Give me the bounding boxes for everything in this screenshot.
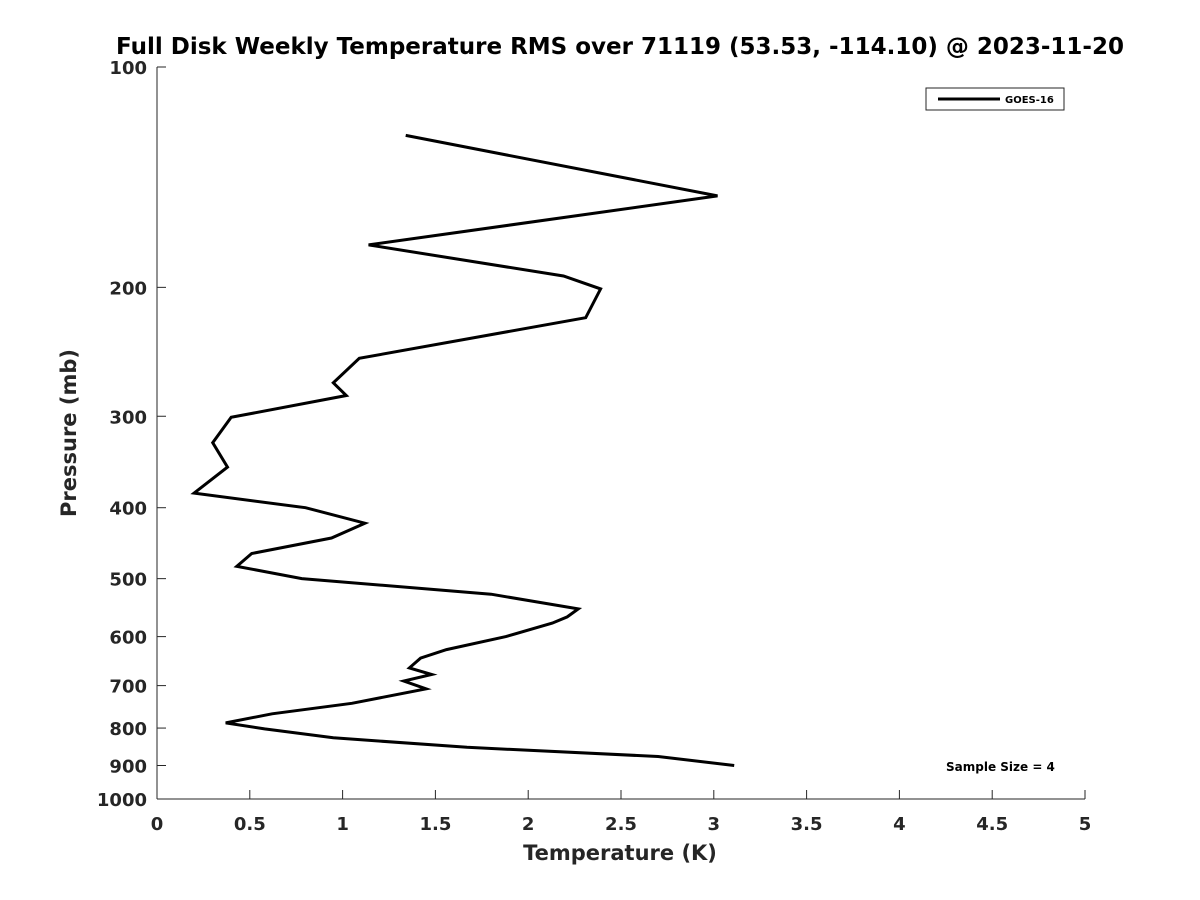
x-tick-label: 3 (708, 814, 721, 835)
series-group (190, 133, 735, 767)
x-tick-label: 0 (151, 814, 164, 835)
series-line-goes-16 (190, 133, 735, 767)
y-tick-label: 100 (109, 58, 147, 79)
legend-label-goes-16: GOES-16 (1005, 95, 1054, 106)
y-axis-ticks: 100 200 300 400 500 600 700 800 900 1000 (97, 58, 166, 811)
y-tick-label: 900 (109, 757, 147, 778)
x-tick-label: 1 (336, 814, 349, 835)
y-tick-label: 200 (109, 278, 147, 299)
x-tick-label: 5 (1079, 814, 1092, 835)
x-axis-ticks: 0 0.5 1 1.5 2 2.5 3 3.5 4 4.5 5 (151, 790, 1092, 835)
y-axis-label: Pressure (mb) (57, 349, 81, 517)
x-tick-label: 4 (893, 814, 906, 835)
x-tick-label: 1.5 (419, 814, 451, 835)
y-tick-label: 300 (109, 407, 147, 428)
x-tick-label: 0.5 (234, 814, 266, 835)
legend: GOES-16 (925, 87, 1065, 111)
sample-size-annotation: Sample Size = 4 (946, 760, 1055, 774)
y-tick-label: 800 (109, 719, 147, 740)
y-tick-label: 700 (109, 677, 147, 698)
chart-title: Full Disk Weekly Temperature RMS over 71… (116, 34, 1124, 60)
x-tick-label: 2 (522, 814, 535, 835)
x-tick-label: 4.5 (976, 814, 1008, 835)
y-tick-label: 400 (109, 499, 147, 520)
y-tick-label: 600 (109, 628, 147, 649)
y-tick-label: 500 (109, 570, 147, 591)
x-tick-label: 3.5 (791, 814, 823, 835)
x-tick-label: 2.5 (605, 814, 637, 835)
y-tick-label: 1000 (97, 790, 147, 811)
x-axis-label: Temperature (K) (523, 841, 717, 865)
